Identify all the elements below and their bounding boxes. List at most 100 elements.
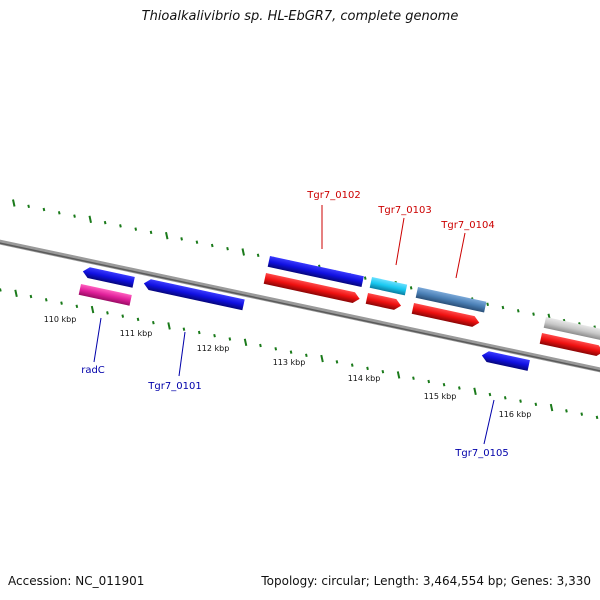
minor-tick <box>305 353 308 358</box>
minor-tick <box>152 320 155 325</box>
gene-Tgr7_0101[interactable] <box>143 278 245 311</box>
minor-tick <box>180 237 183 241</box>
major-tick <box>473 387 477 396</box>
gene-radC-partner[interactable] <box>82 266 135 288</box>
minor-tick <box>259 343 262 348</box>
scale-label-113: 113 kbp <box>273 358 306 367</box>
minor-tick <box>75 304 79 309</box>
minor-tick <box>136 317 140 322</box>
minor-tick <box>213 333 216 338</box>
label-radC[interactable]: radC <box>81 365 105 376</box>
minor-tick <box>228 337 232 341</box>
minor-tick <box>486 302 489 307</box>
label-Tgr7_0105[interactable]: Tgr7_0105 <box>454 448 508 459</box>
callout-radC <box>93 317 102 363</box>
minor-tick <box>182 327 186 331</box>
label-Tgr7_0102[interactable]: Tgr7_0102 <box>306 190 360 201</box>
callout-Tgr7_0104 <box>455 232 466 279</box>
minor-tick <box>534 402 538 407</box>
scale-label-110: 110 kbp <box>44 315 77 324</box>
major-tick <box>88 215 92 224</box>
minor-tick <box>44 298 48 302</box>
gene-Tgr7_0103-red[interactable] <box>365 293 403 311</box>
minor-tick <box>274 347 278 351</box>
gene-Tgr7_0104-red[interactable] <box>411 303 481 328</box>
minor-tick <box>381 369 385 374</box>
minor-tick <box>106 311 109 315</box>
callout-Tgr7_0103 <box>395 217 405 266</box>
gene-edge-red[interactable] <box>539 333 600 357</box>
callout-Tgr7_0105 <box>483 399 495 445</box>
minor-tick <box>458 386 461 390</box>
gene-Tgr7_0103[interactable] <box>369 277 408 296</box>
minor-tick <box>519 399 522 403</box>
gene-Tgr7_0104[interactable] <box>415 287 487 313</box>
major-tick <box>320 354 324 363</box>
minor-tick <box>501 305 505 310</box>
major-tick <box>165 231 169 240</box>
major-tick <box>241 248 245 256</box>
minor-tick <box>134 227 138 231</box>
minor-tick <box>565 409 568 413</box>
label-Tgr7_0103[interactable]: Tgr7_0103 <box>377 205 431 216</box>
gene-Tgr7_0102[interactable] <box>267 255 364 288</box>
scale-label-115: 115 kbp <box>424 392 457 401</box>
minor-tick <box>580 412 584 416</box>
minor-tick <box>210 243 214 248</box>
minor-tick <box>195 240 199 244</box>
minor-tick <box>0 288 2 292</box>
minor-tick <box>256 253 260 258</box>
minor-tick <box>503 396 507 400</box>
genome-backbone <box>0 239 600 373</box>
gene-callouts <box>93 205 495 445</box>
major-tick <box>396 371 401 379</box>
minor-tick <box>409 286 413 290</box>
gene-Tgr7_0102-red[interactable] <box>263 273 361 304</box>
major-tick <box>167 322 171 330</box>
gene-radC[interactable] <box>78 284 132 306</box>
minor-tick <box>119 224 122 228</box>
major-tick <box>90 305 95 314</box>
minor-tick <box>442 382 446 387</box>
major-tick <box>549 403 554 412</box>
minor-tick <box>103 220 107 225</box>
minor-tick <box>350 363 354 367</box>
minor-tick <box>532 312 535 316</box>
minor-tick <box>149 230 153 235</box>
minor-tick <box>335 360 339 364</box>
major-tick <box>12 199 16 207</box>
minor-tick <box>121 314 125 318</box>
inner-tick-ring <box>0 288 599 420</box>
label-Tgr7_0101[interactable]: Tgr7_0101 <box>147 381 201 392</box>
minor-tick <box>488 392 492 397</box>
minor-tick <box>226 246 229 251</box>
minor-tick <box>42 207 46 212</box>
callout-Tgr7_0101 <box>178 331 186 377</box>
minor-tick <box>60 301 63 305</box>
minor-tick <box>366 366 369 371</box>
map-title: Thioalkalivibrio sp. HL-EbGR7, complete … <box>141 9 459 24</box>
scale-label-116: 116 kbp <box>499 410 532 419</box>
minor-tick <box>29 294 33 299</box>
minor-tick <box>595 415 599 420</box>
minor-tick <box>57 211 61 215</box>
minor-tick <box>73 214 76 218</box>
gene-edge-grey[interactable] <box>543 317 600 343</box>
label-Tgr7_0104[interactable]: Tgr7_0104 <box>440 220 494 231</box>
major-tick <box>14 289 18 298</box>
minor-tick <box>363 276 367 280</box>
genome-summary-text: Topology: circular; Length: 3,464,554 bp… <box>261 574 591 588</box>
minor-tick <box>289 350 293 354</box>
scale-label-112: 112 kbp <box>197 344 230 353</box>
major-tick <box>243 338 248 347</box>
minor-tick <box>197 330 201 335</box>
accession-text: Accession: NC_011901 <box>8 574 145 588</box>
minor-tick <box>516 309 520 313</box>
minor-tick <box>427 379 431 384</box>
gene-Tgr7_0105[interactable] <box>481 350 530 371</box>
minor-tick <box>27 204 30 209</box>
scale-label-111: 111 kbp <box>120 329 153 338</box>
minor-tick <box>412 376 415 380</box>
scale-label-114: 114 kbp <box>348 374 381 383</box>
